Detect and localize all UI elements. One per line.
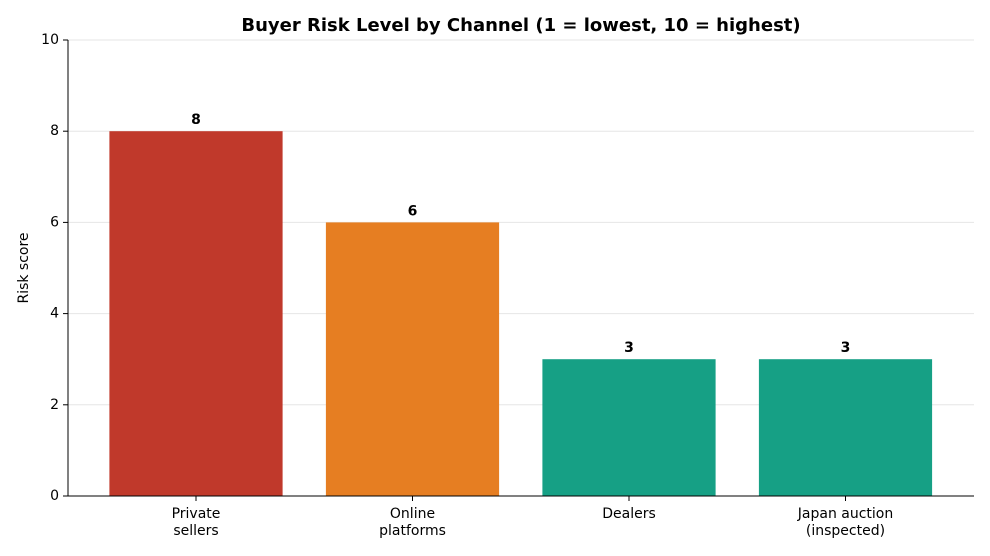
x-tick-label: Private sellers xyxy=(171,506,221,539)
y-axis-label: Risk score xyxy=(16,232,32,303)
y-tick-label: 8 xyxy=(50,123,59,139)
y-tick-label: 0 xyxy=(50,488,59,504)
y-tick-label: 2 xyxy=(50,397,59,413)
y-tick-label: 4 xyxy=(50,306,59,322)
bar xyxy=(325,222,500,496)
bar xyxy=(758,359,933,496)
y-tick-label: 10 xyxy=(41,32,59,48)
data-label: 6 xyxy=(408,203,418,219)
data-label: 3 xyxy=(841,340,851,356)
x-tick-label: Online platforms xyxy=(379,506,446,539)
bar xyxy=(109,131,283,496)
chart-title: Buyer Risk Level by Channel (1 = lowest,… xyxy=(241,15,800,36)
bar xyxy=(542,359,716,496)
data-label: 8 xyxy=(191,112,201,128)
x-tick-label: Dealers xyxy=(602,506,656,522)
data-label: 3 xyxy=(624,340,634,356)
y-tick-label: 6 xyxy=(50,214,59,230)
x-tick-label: Japan auction (inspected) xyxy=(797,506,894,539)
